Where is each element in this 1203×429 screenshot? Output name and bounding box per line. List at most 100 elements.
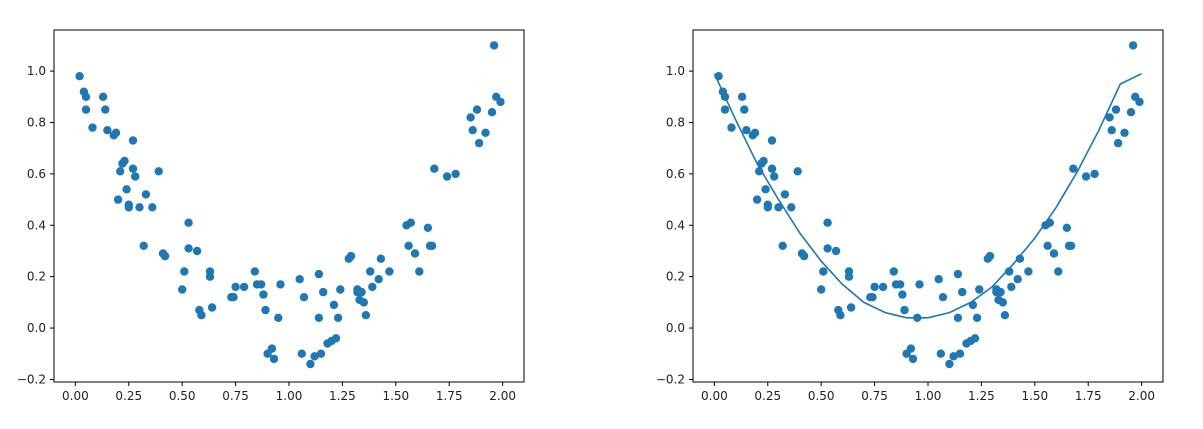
x-tick-label: 0.50 — [808, 389, 835, 403]
data-point — [276, 280, 285, 289]
data-point — [103, 126, 112, 135]
data-point — [770, 172, 779, 181]
data-point — [269, 354, 279, 364]
data-point — [197, 311, 206, 320]
data-point — [120, 156, 129, 166]
data-point — [319, 287, 328, 297]
data-point — [1043, 241, 1052, 250]
y-tick: 1.0 — [666, 64, 693, 78]
data-point — [374, 275, 383, 284]
data-point — [410, 249, 420, 258]
data-point — [160, 251, 170, 261]
data-point — [231, 282, 240, 292]
data-point — [998, 298, 1007, 307]
x-axis: 0.00 0.25 0.50 0.75 1.00 1.25 1.50 1.75 2.00 — [701, 382, 1155, 403]
y-tick-label: 0.2 — [27, 270, 46, 284]
data-point — [135, 203, 144, 212]
scatter-series — [75, 41, 505, 369]
y-tick: 1.0 — [27, 64, 54, 78]
y-tick-label: 0.6 — [666, 167, 685, 181]
data-point — [124, 203, 133, 212]
x-tick: 0.00 — [701, 382, 728, 403]
data-point — [331, 334, 341, 343]
data-point — [740, 105, 749, 114]
data-point — [915, 280, 924, 289]
data-point — [1120, 128, 1129, 137]
x-tick-label: 1.00 — [915, 389, 942, 403]
data-point — [361, 311, 371, 320]
data-point — [750, 128, 760, 137]
data-point — [737, 92, 747, 102]
x-tick: 1.50 — [382, 382, 409, 403]
y-tick: 0.4 — [666, 218, 693, 232]
y-tick: 0.2 — [666, 270, 693, 284]
x-tick-label: 1.25 — [329, 389, 356, 403]
data-point — [192, 246, 202, 256]
data-point — [958, 287, 967, 297]
data-point — [1015, 254, 1025, 263]
data-point — [831, 246, 841, 256]
x-tick: 1.50 — [1021, 382, 1048, 403]
data-point — [906, 344, 916, 353]
y-tick: 0.0 — [27, 321, 54, 335]
x-tick: 0.75 — [861, 382, 888, 403]
data-point — [131, 172, 140, 181]
y-tick-label: 0.8 — [666, 115, 685, 129]
data-point — [936, 349, 945, 358]
data-point — [787, 203, 796, 212]
x-tick-label: 1.75 — [436, 389, 463, 403]
plot-area-frame — [53, 29, 525, 383]
data-point — [141, 190, 151, 199]
x-tick-label: 1.75 — [1075, 389, 1102, 403]
x-tick-label: 0.75 — [222, 389, 249, 403]
x-tick-label: 1.50 — [382, 389, 409, 403]
data-point — [889, 267, 898, 276]
y-tick: −0.2 — [17, 372, 54, 386]
data-point — [767, 164, 777, 173]
data-point — [98, 92, 108, 102]
data-point — [310, 352, 319, 361]
plot-area-frame — [692, 29, 1164, 383]
data-point — [116, 167, 125, 176]
x-tick-label: 2.00 — [1128, 389, 1155, 403]
x-tick: 1.25 — [329, 382, 356, 403]
data-point — [1126, 108, 1136, 117]
y-tick: 0.4 — [27, 218, 54, 232]
x-tick: 2.00 — [1128, 382, 1155, 403]
y-tick: −0.2 — [656, 372, 693, 386]
y-tick: 0.2 — [27, 270, 54, 284]
data-point — [720, 105, 730, 114]
data-point — [761, 185, 770, 194]
data-point — [896, 280, 905, 289]
data-point — [472, 105, 482, 114]
data-point — [975, 285, 984, 294]
data-point — [1049, 249, 1059, 258]
data-point — [878, 282, 888, 292]
data-point — [474, 138, 484, 148]
data-point — [1000, 311, 1010, 320]
x-tick-label: 1.00 — [276, 389, 303, 403]
data-point — [466, 113, 475, 122]
chart-2: 0.00 0.25 0.50 0.75 1.00 1.25 1.50 1.75 2.00 −0.2… — [656, 29, 1164, 403]
data-point — [1054, 267, 1063, 276]
data-point — [900, 305, 909, 315]
data-point — [799, 251, 809, 261]
data-point — [357, 287, 366, 297]
data-point — [113, 195, 123, 204]
data-point — [496, 97, 505, 107]
data-point — [767, 136, 777, 145]
y-tick-label: −0.2 — [17, 372, 46, 386]
data-point — [1005, 267, 1014, 276]
data-point — [763, 203, 772, 212]
scatter-series — [714, 41, 1144, 369]
x-tick: 1.00 — [915, 382, 942, 403]
data-point — [314, 313, 324, 322]
data-point — [1013, 275, 1022, 284]
y-tick-label: −0.2 — [656, 372, 685, 386]
x-tick-label: 0.75 — [861, 389, 888, 403]
y-tick: 0.6 — [666, 167, 693, 181]
x-tick: 0.50 — [808, 382, 835, 403]
data-point — [846, 303, 856, 312]
data-point — [752, 195, 762, 204]
